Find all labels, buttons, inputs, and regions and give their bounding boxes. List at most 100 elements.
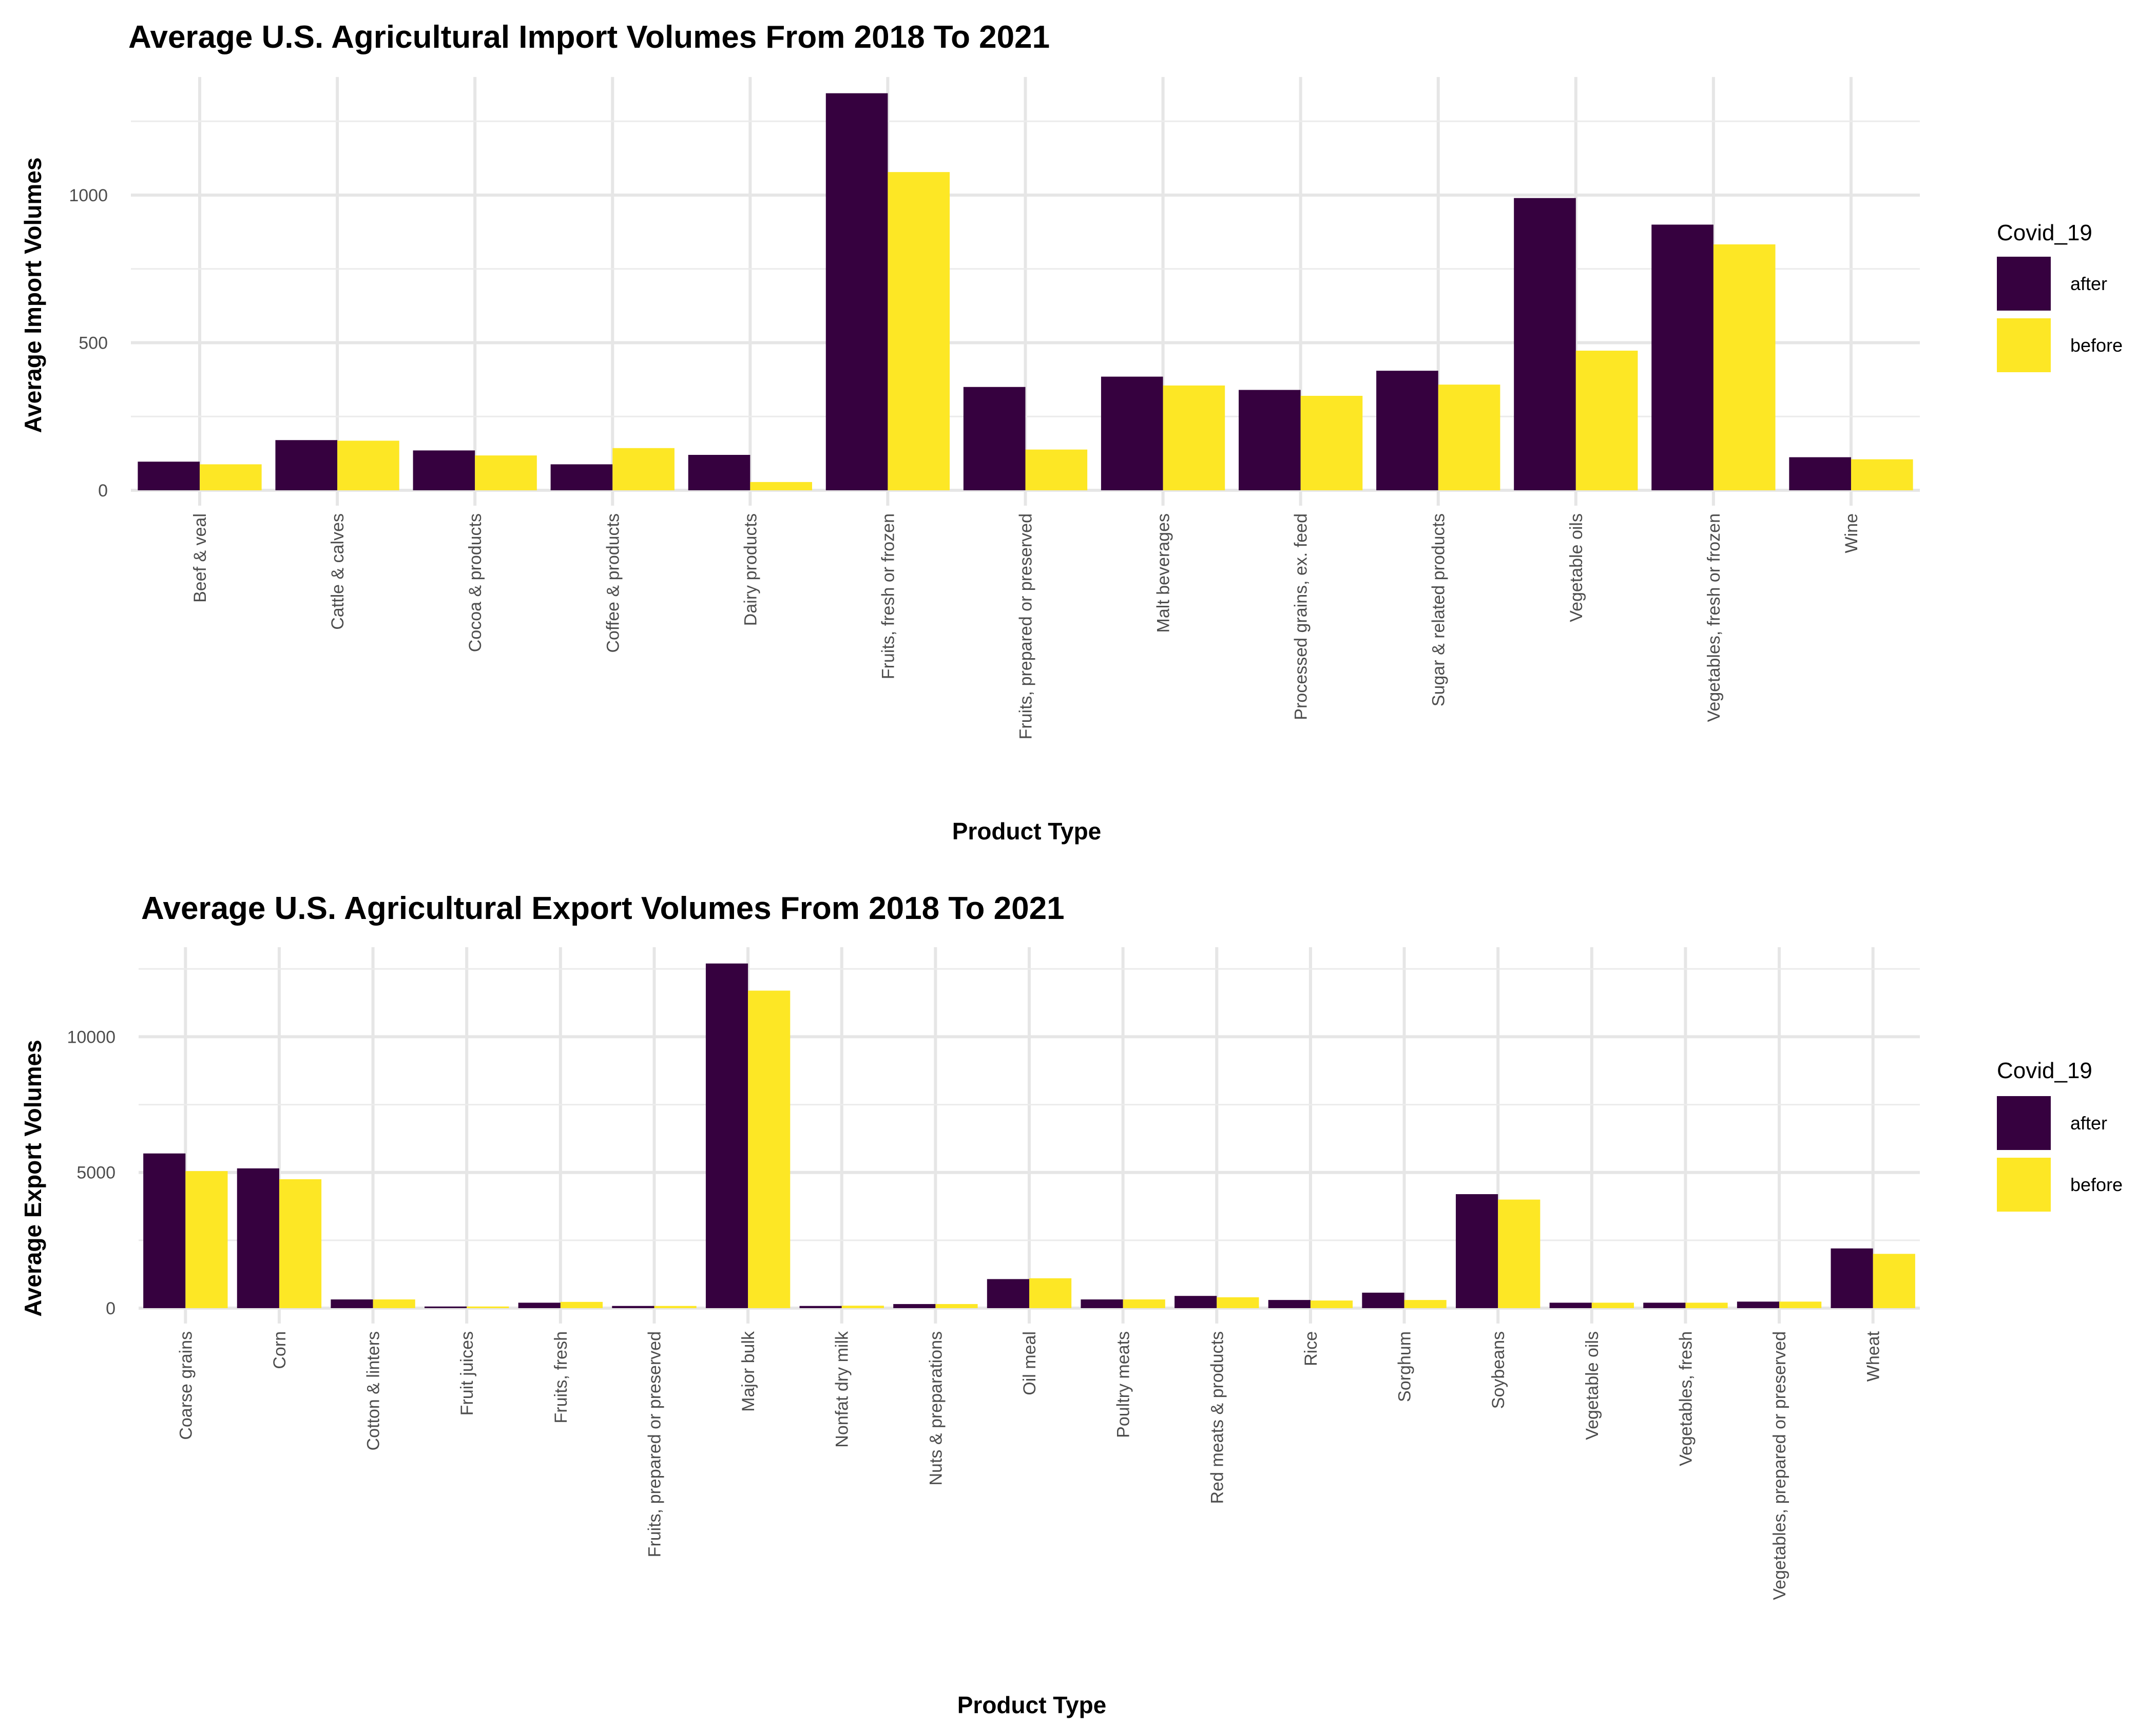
bar-before-fruit-juices — [467, 1306, 509, 1308]
x-axis-title: Product Type — [952, 818, 1102, 845]
bar-after-fruits-fresh — [518, 1302, 561, 1308]
x-tick-label: Wine — [1842, 513, 1861, 553]
legend: Covid_19 after before — [1997, 220, 2123, 372]
x-tick-label: Vegetables, prepared or preserved — [1770, 1331, 1789, 1600]
bar-after-sorghum — [1362, 1292, 1404, 1308]
bar-before-nuts-preparations — [935, 1304, 978, 1308]
bar-after-vegetable-oils — [1514, 198, 1576, 490]
chart-title: Average U.S. Agricultural Import Volumes… — [128, 20, 1050, 55]
x-tick-label: Vegetables, fresh — [1676, 1331, 1696, 1466]
bar-after-rice — [1268, 1300, 1311, 1308]
grid-lines — [139, 947, 1920, 1324]
bar-after-fruits-fresh-or-frozen — [825, 93, 888, 490]
bars — [138, 93, 1913, 490]
bar-before-vegetables-fresh-or-frozen — [1713, 244, 1776, 490]
x-tick-label: Cattle & calves — [328, 513, 348, 630]
bar-before-oil-meal — [1029, 1278, 1072, 1308]
bar-after-nonfat-dry-milk — [799, 1306, 842, 1308]
x-tick-label: Red meats & products — [1207, 1331, 1227, 1504]
legend-key-before — [1997, 1158, 2051, 1212]
y-tick-label: 500 — [79, 334, 108, 353]
bar-after-nuts-preparations — [893, 1304, 936, 1308]
bar-after-vegetable-oils — [1549, 1302, 1592, 1308]
bar-before-coarse-grains — [185, 1171, 228, 1308]
x-tick-label: Dairy products — [741, 513, 760, 626]
legend-label-before: before — [2070, 1174, 2123, 1195]
bar-after-red-meats-products — [1175, 1296, 1217, 1308]
x-tick-label: Coarse grains — [176, 1331, 196, 1440]
x-tick-label: Rice — [1301, 1331, 1321, 1366]
bar-before-malt-beverages — [1163, 385, 1225, 490]
bar-before-cotton-linters — [373, 1299, 415, 1308]
bar-before-wine — [1851, 459, 1913, 490]
bar-before-dairy-products — [750, 482, 812, 490]
x-tick-label: Fruits, fresh — [551, 1331, 571, 1423]
x-tick-label: Beef & veal — [190, 513, 210, 603]
x-tick-label: Fruit juices — [457, 1331, 477, 1415]
axis-ticks: 0 5000 10000 Coarse grains Corn Cotton & lint… — [67, 1027, 1883, 1600]
bar-before-cocoa-products — [475, 455, 537, 490]
x-tick-label: Poultry meats — [1114, 1331, 1133, 1438]
x-tick-label: Fruits, prepared or preserved — [645, 1331, 664, 1557]
legend: Covid_19 after before — [1997, 1058, 2123, 1212]
bar-after-major-bulk — [705, 963, 748, 1308]
x-tick-label: Vegetable oils — [1583, 1331, 1602, 1440]
bar-after-sugar-related-products — [1376, 371, 1438, 490]
x-tick-label: Fruits, prepared or preserved — [1016, 513, 1036, 739]
x-tick-label: Fruits, fresh or frozen — [878, 513, 898, 679]
x-tick-label: Vegetables, fresh or frozen — [1704, 513, 1724, 722]
bar-after-fruits-prepared-or-preserved — [612, 1306, 654, 1308]
bar-before-coffee-products — [612, 448, 675, 490]
bar-after-wine — [1789, 457, 1851, 490]
bar-after-cattle-calves — [275, 440, 338, 490]
y-axis-title: Average Import Volumes — [20, 158, 46, 433]
legend-key-after — [1997, 257, 2051, 311]
bar-after-cocoa-products — [413, 450, 475, 490]
bar-before-wheat — [1873, 1254, 1915, 1308]
bar-after-vegetables-prepared-or-preserved — [1737, 1301, 1780, 1308]
bar-before-major-bulk — [748, 990, 791, 1308]
bar-before-fruits-prepared-or-preserved — [1025, 449, 1088, 490]
import-volumes-chart: Average U.S. Agricultural Import Volumes… — [20, 20, 2123, 845]
x-tick-label: Vegetable oils — [1567, 513, 1586, 622]
x-axis-title: Product Type — [957, 1692, 1107, 1718]
bar-after-coffee-products — [550, 464, 613, 490]
bar-before-processed-grains-ex-feed — [1300, 396, 1363, 490]
bar-before-fruits-prepared-or-preserved — [654, 1306, 697, 1308]
x-tick-label: Soybeans — [1489, 1331, 1508, 1409]
bar-after-soybeans — [1455, 1194, 1498, 1308]
bar-after-fruit-juices — [425, 1306, 467, 1308]
axis-ticks: 0 500 1000 Beef & veal Cattle & calves Cocoa … — [69, 186, 1861, 739]
legend-label-before: before — [2070, 335, 2123, 356]
x-tick-label: Sorghum — [1395, 1331, 1415, 1402]
y-tick-label: 1000 — [69, 186, 108, 205]
legend-title: Covid_19 — [1997, 220, 2092, 245]
y-tick-label: 0 — [98, 481, 108, 501]
bar-before-vegetables-prepared-or-preserved — [1779, 1301, 1822, 1308]
chart-title: Average U.S. Agricultural Export Volumes… — [141, 891, 1065, 926]
y-tick-label: 5000 — [76, 1163, 116, 1183]
x-tick-label: Coffee & products — [603, 513, 623, 653]
bar-before-red-meats-products — [1217, 1297, 1259, 1308]
bar-after-processed-grains-ex-feed — [1239, 390, 1301, 490]
x-tick-label: Nonfat dry milk — [833, 1331, 852, 1448]
bar-before-cattle-calves — [337, 440, 399, 490]
bar-before-sugar-related-products — [1438, 385, 1500, 490]
legend-label-after: after — [2070, 273, 2107, 294]
x-tick-label: Major bulk — [739, 1331, 758, 1412]
bar-after-beef-veal — [138, 462, 200, 490]
legend-key-after — [1997, 1096, 2051, 1150]
bar-before-fruits-fresh — [560, 1301, 603, 1308]
bar-after-vegetables-fresh — [1643, 1302, 1686, 1308]
bar-after-corn — [237, 1168, 279, 1308]
y-tick-label: 0 — [106, 1299, 116, 1318]
bar-after-fruits-prepared-or-preserved — [963, 387, 1026, 490]
x-tick-label: Malt beverages — [1154, 513, 1173, 632]
bar-after-oil-meal — [987, 1279, 1029, 1308]
x-tick-label: Cotton & linters — [364, 1331, 383, 1450]
bar-before-corn — [279, 1179, 322, 1308]
bar-after-dairy-products — [688, 455, 750, 490]
x-tick-label: Cocoa & products — [466, 513, 485, 652]
export-volumes-chart: Average U.S. Agricultural Export Volumes… — [20, 891, 2123, 1718]
